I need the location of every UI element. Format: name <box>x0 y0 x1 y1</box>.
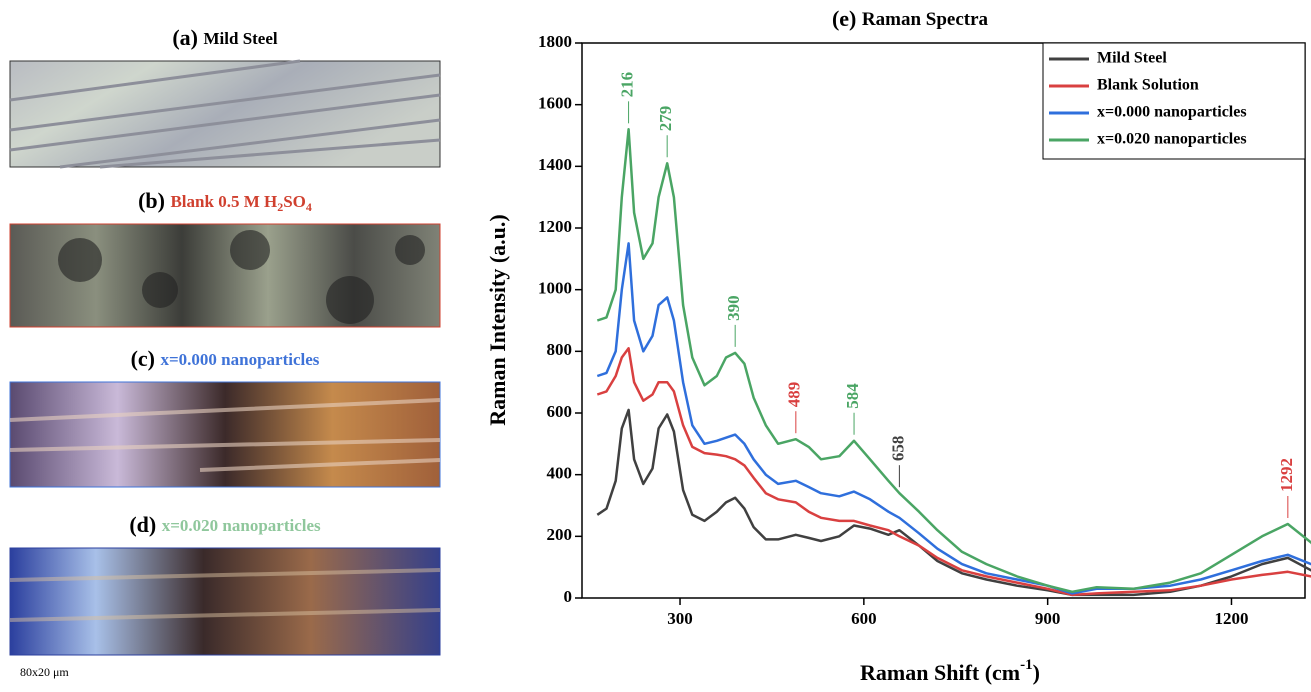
peak-label: 1292 <box>1277 458 1296 492</box>
texture <box>9 59 441 169</box>
panel-title: (a) Mild Steel <box>172 25 278 50</box>
texture <box>9 398 441 472</box>
y-tick-label: 1800 <box>538 32 572 51</box>
panel-c: (c) x=0.000 nanoparticles <box>9 346 441 488</box>
panel-title: (c) x=0.000 nanoparticles <box>131 346 320 371</box>
micrograph <box>9 547 441 656</box>
micrograph <box>9 381 441 488</box>
y-axis-label: Raman Intensity (a.u.) <box>485 214 510 425</box>
peak-label: 216 <box>617 72 636 98</box>
peak-label: 390 <box>724 295 743 321</box>
y-tick-label: 600 <box>547 402 573 421</box>
texture <box>58 230 425 324</box>
series-line <box>596 408 1311 597</box>
y-tick-label: 0 <box>564 587 573 606</box>
panel-title: (b) Blank 0.5 M H2SO4 <box>138 188 312 214</box>
peak-label: 658 <box>888 436 907 462</box>
texture <box>9 568 441 622</box>
peak-label: 279 <box>656 106 675 132</box>
panel-b: (b) Blank 0.5 M H2SO4 <box>9 188 441 328</box>
legend-label: Blank Solution <box>1097 77 1199 94</box>
panel-a: (a) Mild Steel <box>9 25 441 169</box>
x-tick-label: 1200 <box>1214 609 1248 628</box>
y-tick-label: 1400 <box>538 155 572 174</box>
panel-d: (d) x=0.020 nanoparticles <box>9 512 441 656</box>
peak-label: 489 <box>785 382 804 408</box>
y-tick-label: 1200 <box>538 217 572 236</box>
plot-frame <box>581 42 1306 599</box>
y-tick-label: 400 <box>547 464 573 483</box>
series-line <box>596 128 1311 594</box>
y-tick-label: 800 <box>547 340 573 359</box>
y-tick-label: 200 <box>547 525 573 544</box>
x-axis-label: Raman Shift (cm-1) <box>860 657 1040 685</box>
series-line <box>596 347 1311 597</box>
legend-label: Mild Steel <box>1097 50 1167 67</box>
legend-label: x=0.000 nanoparticles <box>1097 104 1247 121</box>
chart-title: (e) Raman Spectra <box>832 6 989 31</box>
panel-title: (d) x=0.020 nanoparticles <box>129 512 321 537</box>
series-line <box>596 242 1311 595</box>
x-tick-label: 300 <box>667 609 693 628</box>
x-tick-label: 900 <box>1035 609 1061 628</box>
y-tick-label: 1000 <box>538 279 572 298</box>
chart: (e) Raman Spectra Raman Shift (cm-1) Ram… <box>485 6 1311 685</box>
scale-note: 80x20 μm <box>20 665 69 679</box>
x-tick-label: 600 <box>851 609 877 628</box>
peak-label: 584 <box>843 383 862 409</box>
micrograph <box>9 60 441 168</box>
y-tick-label: 1600 <box>538 94 572 113</box>
legend-label: x=0.020 nanoparticles <box>1097 131 1247 148</box>
